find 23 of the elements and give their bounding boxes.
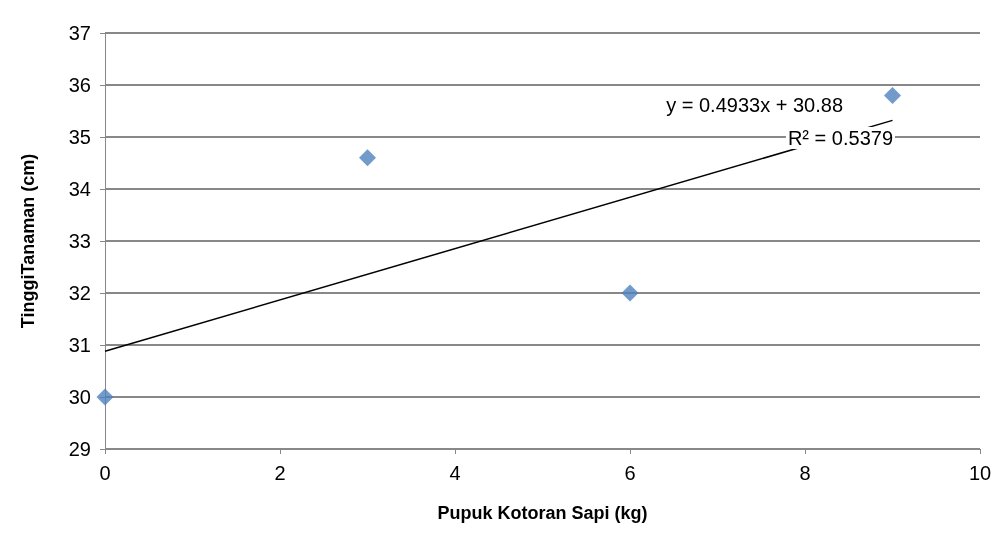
point — [884, 86, 901, 104]
x-tick-label: 8 — [799, 462, 811, 484]
y-tick-label: 33 — [68, 230, 91, 252]
y-tick-label: 30 — [68, 386, 91, 408]
x-axis-title: Pupuk Kotoran Sapi (kg) — [437, 503, 648, 523]
point — [96, 388, 114, 406]
x-tick-label: 2 — [274, 462, 286, 484]
y-tick-label: 36 — [68, 74, 91, 96]
x-tick-label: 10 — [968, 462, 992, 484]
annotation: R² = 0.5379 — [787, 127, 894, 149]
x-tick-label: 4 — [449, 462, 461, 484]
y-tick-label: 37 — [68, 22, 91, 44]
y-tick-label: 34 — [68, 178, 91, 200]
annotation: y = 0.4933x + 30.88 — [666, 94, 844, 116]
y-tick-label: 32 — [68, 282, 91, 304]
x-tick-label: 0 — [99, 462, 111, 484]
y-axis-title: TinggiTanaman (cm) — [18, 153, 38, 329]
point — [621, 284, 639, 302]
y-tick-label: 29 — [68, 438, 91, 460]
point — [359, 149, 376, 167]
x-tick-label: 6 — [624, 462, 636, 484]
y-tick-label: 35 — [68, 126, 91, 148]
y-tick-label: 31 — [68, 334, 91, 356]
